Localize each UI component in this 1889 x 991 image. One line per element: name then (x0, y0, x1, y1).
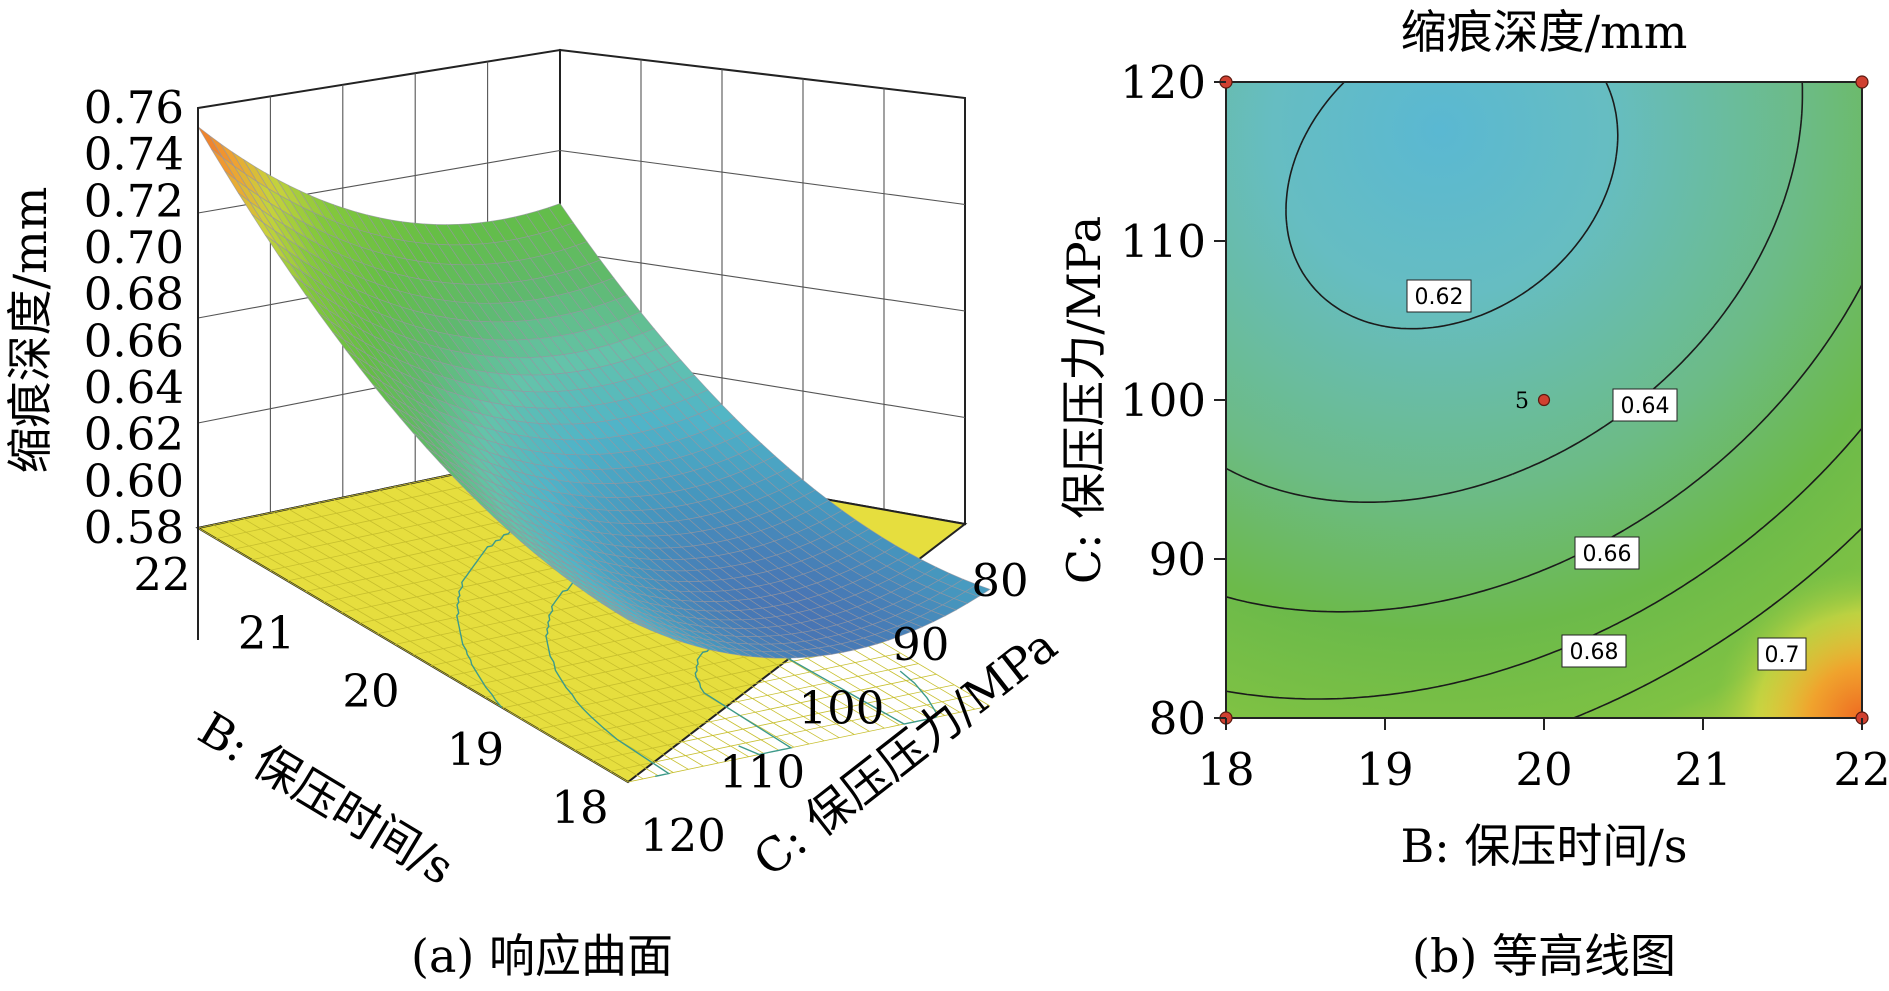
svg-text:0.68: 0.68 (1570, 640, 1619, 665)
c-axis-ticks: 80 90 100 110 120 (640, 554, 1029, 862)
contour-tick-marks (1214, 81, 1863, 730)
contour-x-tick-label: 19 (1356, 743, 1413, 796)
svg-text:0.62: 0.62 (1415, 285, 1464, 310)
contour-y-axis-label: C: 保压压力/MPa (1057, 216, 1111, 584)
contour-x-tick-label: 22 (1833, 743, 1889, 796)
b-axis-label: B: 保压时间/s (189, 701, 463, 895)
c-tick-label: 90 (892, 618, 949, 671)
z-tick-label: 0.72 (84, 174, 184, 227)
z-axis-label: 缩痕深度/mm (3, 187, 57, 474)
contour-x-axis-label: B: 保压时间/s (1400, 819, 1687, 873)
c-tick-label: 80 (971, 554, 1028, 607)
z-tick-label: 0.74 (84, 128, 184, 181)
z-tick-label: 0.66 (84, 314, 184, 367)
contour-label-068: 0.68 (1561, 634, 1627, 668)
b-tick-label: 18 (551, 781, 608, 834)
z-tick-label: 0.76 (84, 81, 184, 134)
z-tick-label: 0.60 (84, 454, 184, 507)
contour-x-ticks: 18 19 20 21 22 (1197, 743, 1889, 796)
b-tick-label: 22 (133, 548, 190, 601)
floor-grid (197, 451, 991, 783)
c-tick-label: 120 (640, 809, 726, 862)
contour-y-tick-label: 80 (1149, 692, 1206, 745)
z-tick-label: 0.64 (84, 361, 184, 414)
z-axis-ticks: 0.76 0.74 0.72 0.70 0.68 0.66 0.64 0.62 … (84, 81, 184, 554)
b-tick-label: 19 (447, 723, 504, 776)
svg-text:0.64: 0.64 (1621, 394, 1670, 419)
contour-label-070: 0.7 (1757, 637, 1807, 671)
z-tick-label: 0.58 (84, 501, 184, 554)
svg-text:0.66: 0.66 (1583, 542, 1632, 567)
surface-patch (614, 611, 640, 626)
b-tick-label: 20 (342, 665, 399, 718)
response-surface-mesh (197, 126, 991, 659)
contour-plot: 缩痕深度/mm 0.62 0.64 0.66 0.68 0.7 (1057, 5, 1889, 983)
caption-b: (b) 等高线图 (1412, 929, 1676, 983)
caption-a: (a) 响应曲面 (411, 929, 673, 983)
contour-label-064: 0.64 (1612, 388, 1678, 422)
contour-line (1285, 82, 1619, 330)
surface-plot: 0.76 0.74 0.72 0.70 0.68 0.66 0.64 0.62 … (3, 48, 1067, 983)
contour-y-tick-label: 120 (1120, 56, 1206, 109)
z-tick-label: 0.70 (84, 221, 184, 274)
design-point (1855, 75, 1869, 89)
z-tick-label: 0.68 (84, 268, 184, 321)
contour-y-tick-label: 90 (1149, 533, 1206, 586)
contour-label-062: 0.62 (1406, 279, 1472, 313)
center-point (1537, 393, 1551, 407)
contour-x-tick-label: 18 (1197, 743, 1254, 796)
contour-x-tick-label: 20 (1515, 743, 1572, 796)
contour-y-tick-label: 110 (1120, 215, 1206, 268)
contour-y-tick-label: 100 (1120, 374, 1206, 427)
z-tick-label: 0.62 (84, 408, 184, 461)
center-point-count: 5 (1515, 389, 1529, 414)
c-tick-label: 110 (719, 745, 805, 798)
contour-label-066: 0.66 (1574, 536, 1640, 570)
svg-text:0.7: 0.7 (1765, 643, 1800, 668)
b-axis-ticks: 22 21 20 19 18 (133, 548, 608, 834)
contour-x-tick-label: 21 (1674, 743, 1731, 796)
contour-title: 缩痕深度/mm (1401, 5, 1688, 59)
c-tick-label: 100 (799, 682, 885, 735)
b-tick-label: 21 (238, 606, 295, 659)
contour-y-ticks: 120 110 100 90 80 (1120, 56, 1206, 745)
